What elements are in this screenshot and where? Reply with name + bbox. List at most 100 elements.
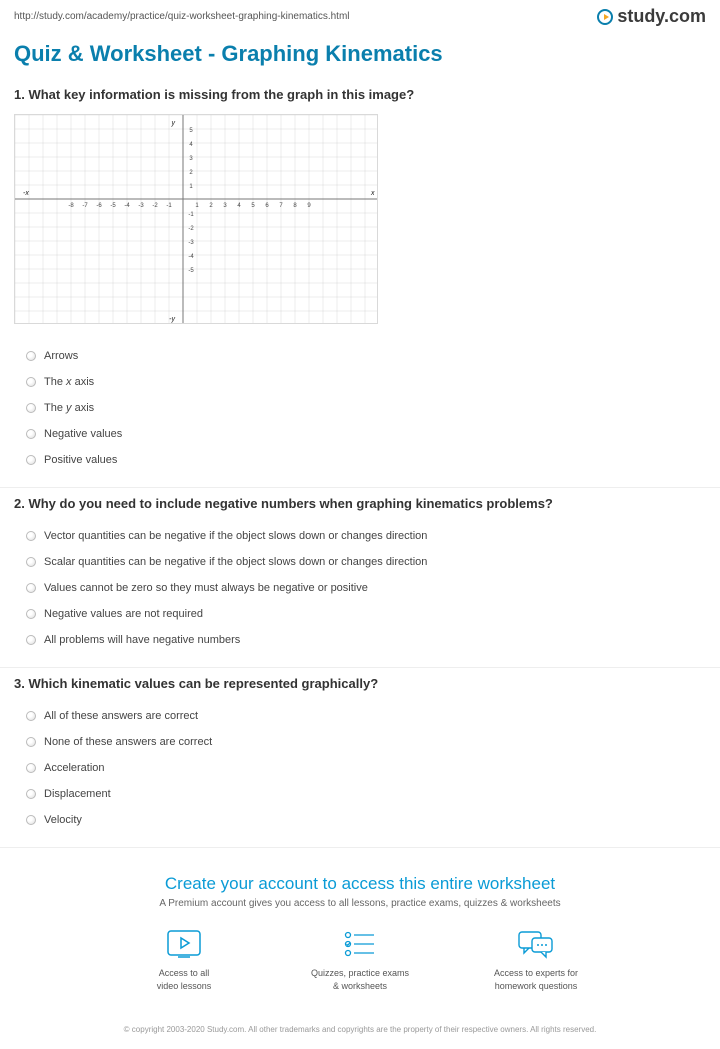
svg-text:-4: -4	[124, 203, 130, 209]
page-url: http://study.com/academy/practice/quiz-w…	[14, 11, 350, 22]
svg-text:4: 4	[237, 203, 241, 209]
options-list: All of these answers are correct None of …	[14, 699, 706, 837]
option-item[interactable]: Acceleration	[26, 755, 706, 781]
question-block: 1. What key information is missing from …	[0, 87, 720, 488]
radio-icon	[26, 789, 36, 799]
question-block: 3. Which kinematic values can be represe…	[0, 676, 720, 848]
option-label: Displacement	[44, 788, 111, 800]
question-graph: -8-7-6-5-4-3-2-112345678912345-1-2-3-4-5…	[14, 110, 706, 339]
radio-icon	[26, 557, 36, 567]
radio-icon	[26, 429, 36, 439]
option-item[interactable]: Velocity	[26, 807, 706, 833]
coordinate-grid: -8-7-6-5-4-3-2-112345678912345-1-2-3-4-5…	[14, 114, 378, 324]
option-item[interactable]: None of these answers are correct	[26, 729, 706, 755]
svg-text:-7: -7	[82, 203, 88, 209]
cta-section: Create your account to access this entir…	[0, 856, 720, 1018]
logo-text: study.com	[617, 6, 706, 27]
radio-icon	[26, 403, 36, 413]
cta-item[interactable]: Quizzes, practice exams& worksheets	[300, 929, 420, 992]
page-title: Quiz & Worksheet - Graphing Kinematics	[0, 31, 720, 81]
option-label: Vector quantities can be negative if the…	[44, 530, 427, 542]
svg-text:5: 5	[251, 203, 255, 209]
option-item[interactable]: Scalar quantities can be negative if the…	[26, 549, 706, 575]
cta-item[interactable]: Access to allvideo lessons	[124, 929, 244, 992]
option-label: Arrows	[44, 350, 78, 362]
radio-icon	[26, 351, 36, 361]
svg-text:y: y	[171, 120, 176, 127]
cta-title: Create your account to access this entir…	[14, 874, 706, 894]
question-block: 2. Why do you need to include negative n…	[0, 496, 720, 668]
option-item[interactable]: Negative values	[26, 421, 706, 447]
radio-icon	[26, 455, 36, 465]
option-label: Negative values	[44, 428, 122, 440]
option-item[interactable]: Displacement	[26, 781, 706, 807]
option-label: Acceleration	[44, 762, 105, 774]
option-label: Negative values are not required	[44, 608, 203, 620]
svg-text:6: 6	[265, 203, 269, 209]
svg-text:-x: -x	[23, 190, 29, 197]
svg-text:-2: -2	[152, 203, 158, 209]
option-item[interactable]: Vector quantities can be negative if the…	[26, 523, 706, 549]
svg-text:8: 8	[293, 203, 297, 209]
svg-text:-1: -1	[188, 212, 194, 218]
radio-icon	[26, 815, 36, 825]
svg-text:-5: -5	[188, 268, 194, 274]
site-logo[interactable]: study.com	[597, 6, 706, 27]
option-label: Positive values	[44, 454, 117, 466]
option-label: All problems will have negative numbers	[44, 634, 240, 646]
option-item[interactable]: All problems will have negative numbers	[26, 627, 706, 653]
options-list: Arrows The x axis The y axis Negative value…	[14, 339, 706, 477]
option-label: None of these answers are correct	[44, 736, 212, 748]
page-header: http://study.com/academy/practice/quiz-w…	[0, 0, 720, 31]
radio-icon	[26, 711, 36, 721]
svg-text:-3: -3	[188, 240, 194, 246]
radio-icon	[26, 377, 36, 387]
svg-text:-y: -y	[169, 316, 175, 323]
option-label: Velocity	[44, 814, 82, 826]
radio-icon	[26, 583, 36, 593]
option-item[interactable]: Arrows	[26, 343, 706, 369]
logo-icon	[597, 9, 613, 25]
option-item[interactable]: Positive values	[26, 447, 706, 473]
option-item[interactable]: The y axis	[26, 395, 706, 421]
radio-icon	[26, 763, 36, 773]
svg-text:1: 1	[195, 203, 199, 209]
cta-item[interactable]: Access to experts forhomework questions	[476, 929, 596, 992]
question-text: 3. Which kinematic values can be represe…	[14, 676, 706, 691]
radio-icon	[26, 635, 36, 645]
svg-text:2: 2	[209, 203, 213, 209]
question-text: 2. Why do you need to include negative n…	[14, 496, 706, 511]
expert-icon	[516, 929, 556, 959]
svg-text:-4: -4	[188, 254, 194, 260]
option-item[interactable]: All of these answers are correct	[26, 703, 706, 729]
svg-text:-5: -5	[110, 203, 116, 209]
option-label: The y axis	[44, 402, 94, 414]
quiz-icon	[340, 929, 380, 959]
option-item[interactable]: The x axis	[26, 369, 706, 395]
svg-text:-2: -2	[188, 226, 194, 232]
option-label: Scalar quantities can be negative if the…	[44, 556, 427, 568]
radio-icon	[26, 609, 36, 619]
cta-icons-row: Access to allvideo lessons Quizzes, pract…	[14, 929, 706, 992]
svg-text:9: 9	[307, 203, 311, 209]
radio-icon	[26, 531, 36, 541]
cta-subtitle: A Premium account gives you access to al…	[14, 898, 706, 909]
radio-icon	[26, 737, 36, 747]
svg-text:3: 3	[223, 203, 227, 209]
option-item[interactable]: Negative values are not required	[26, 601, 706, 627]
cta-item-label: Access to allvideo lessons	[157, 967, 212, 992]
option-label: The x axis	[44, 376, 94, 388]
video-icon	[164, 929, 204, 959]
svg-text:7: 7	[279, 203, 283, 209]
svg-text:-1: -1	[166, 203, 172, 209]
copyright-text: © copyright 2003-2020 Study.com. All oth…	[0, 1018, 720, 1049]
svg-text:-3: -3	[138, 203, 144, 209]
option-item[interactable]: Values cannot be zero so they must alway…	[26, 575, 706, 601]
svg-text:-6: -6	[96, 203, 102, 209]
option-label: All of these answers are correct	[44, 710, 198, 722]
svg-text:-8: -8	[68, 203, 74, 209]
cta-item-label: Access to experts forhomework questions	[494, 967, 578, 992]
option-label: Values cannot be zero so they must alway…	[44, 582, 368, 594]
svg-text:x: x	[370, 190, 375, 197]
options-list: Vector quantities can be negative if the…	[14, 519, 706, 657]
